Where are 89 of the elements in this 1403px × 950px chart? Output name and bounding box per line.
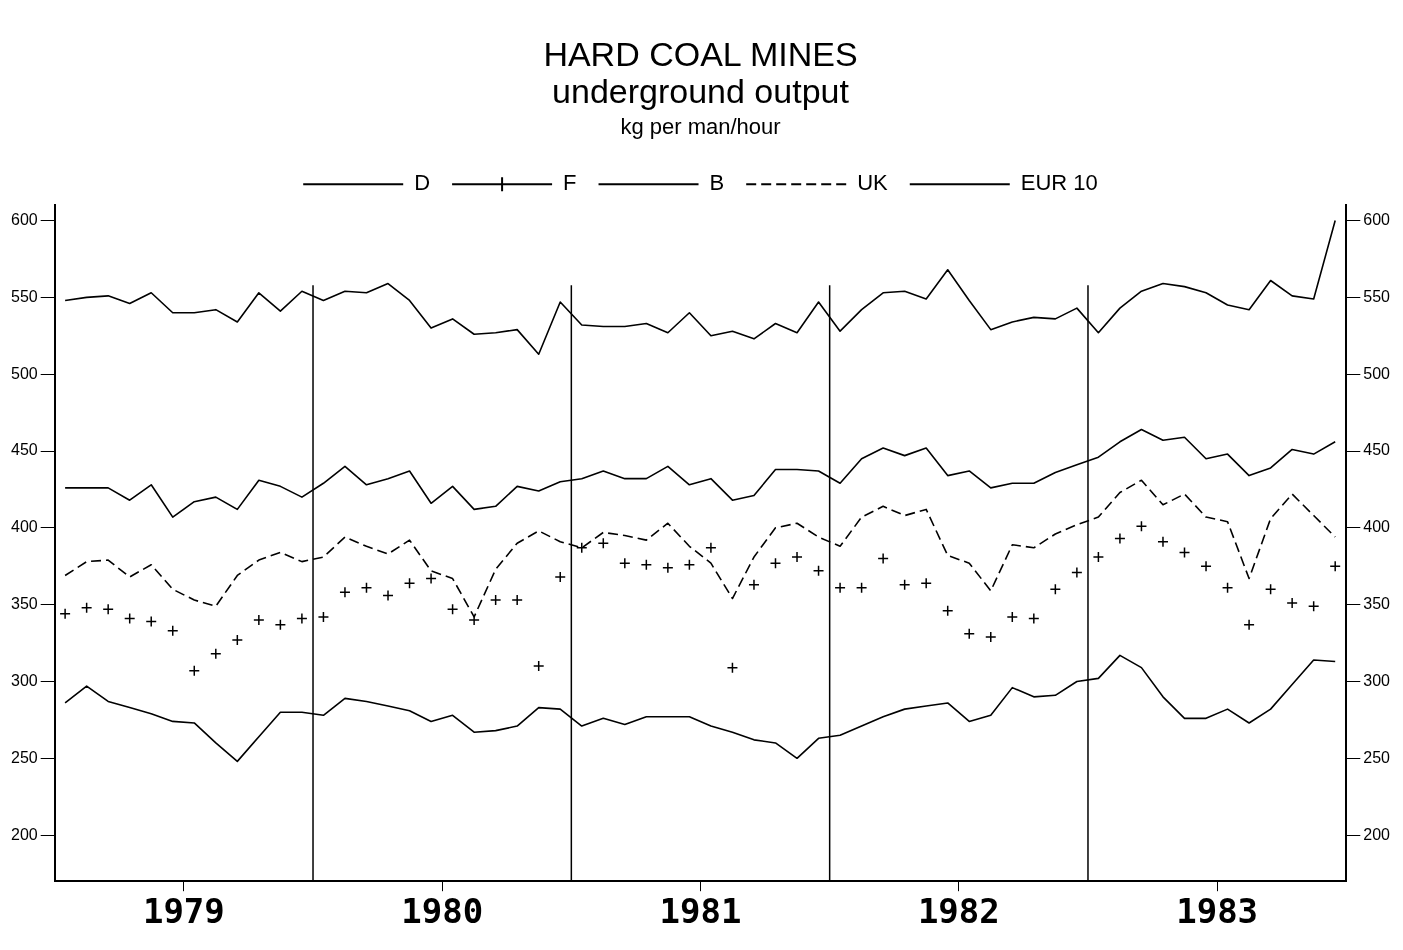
point (1135, 520, 1148, 533)
x-tick-label: 1979 (142, 891, 225, 932)
point (1307, 600, 1320, 612)
point (317, 611, 330, 623)
point (296, 612, 308, 625)
point (898, 578, 911, 591)
point (360, 582, 373, 594)
x-tick-label: 1981 (659, 891, 742, 932)
point (1286, 597, 1298, 609)
point (1028, 612, 1040, 625)
point (1071, 566, 1083, 579)
point (705, 542, 717, 554)
point (446, 603, 459, 616)
y2-tick-label: 250 (1363, 748, 1391, 766)
point (253, 614, 265, 626)
y2-tick-label: 350 (1363, 595, 1391, 613)
legend-label: EUR 10 (1020, 170, 1098, 196)
point (769, 557, 782, 569)
point (1243, 618, 1255, 631)
chart-subtitle: kg per man/hour (620, 114, 781, 140)
point (1221, 582, 1234, 594)
point (920, 577, 932, 589)
point (662, 562, 674, 574)
point (425, 572, 437, 585)
point (511, 594, 523, 606)
legend-label: UK (857, 170, 889, 196)
y2-tick-label: 400 (1363, 518, 1391, 536)
point (576, 542, 588, 554)
point (123, 612, 136, 625)
y-tick-label: 250 (10, 748, 38, 766)
point (532, 660, 545, 672)
point (640, 558, 653, 571)
point (1049, 583, 1062, 596)
point (597, 537, 610, 549)
point (1200, 560, 1212, 572)
y2-tick-label: 200 (1363, 825, 1391, 843)
chart-title: HARD COAL MINES underground output (543, 35, 858, 111)
y-tick-label: 450 (10, 441, 38, 459)
point (382, 589, 394, 602)
point (1006, 611, 1019, 623)
point (339, 586, 351, 599)
legend-label: D (414, 170, 431, 196)
x-tick-label: 1982 (917, 891, 1000, 932)
y2-tick-label: 500 (1363, 364, 1391, 382)
y-tick-label: 350 (10, 595, 38, 613)
point (791, 551, 803, 563)
legend-label: B (709, 170, 725, 196)
point (167, 625, 179, 637)
point (274, 618, 287, 631)
y-tick-label: 400 (10, 518, 38, 536)
y2-tick-label: 550 (1363, 287, 1391, 305)
point (985, 631, 997, 643)
point (619, 557, 631, 569)
y2-tick-label: 600 (1363, 210, 1391, 228)
y2-tick-label: 300 (1363, 671, 1391, 689)
point (1092, 551, 1105, 563)
point (102, 603, 114, 616)
point (963, 628, 975, 640)
point (1114, 532, 1126, 545)
point (1157, 535, 1169, 548)
point (489, 594, 502, 606)
point (877, 552, 889, 565)
point (188, 664, 201, 677)
y2-tick-label: 450 (1363, 441, 1391, 459)
x-tick-label: 1983 (1176, 891, 1259, 932)
point (834, 582, 846, 594)
point (941, 605, 954, 617)
point (1178, 546, 1191, 559)
point (554, 571, 566, 583)
point (1264, 583, 1277, 596)
point (683, 558, 696, 571)
point (726, 661, 739, 674)
y-tick-label: 300 (10, 671, 38, 689)
y-tick-label: 500 (10, 364, 38, 382)
y-tick-label: 600 (10, 210, 38, 228)
point (855, 582, 868, 594)
point (80, 601, 93, 614)
point (748, 578, 760, 591)
point (812, 565, 825, 577)
x-tick-label: 1980 (401, 891, 484, 932)
point (231, 634, 244, 646)
legend-label: F (563, 170, 577, 196)
y-tick-label: 550 (10, 287, 38, 305)
point (59, 608, 71, 620)
point (210, 648, 222, 660)
y-tick-label: 200 (10, 825, 38, 843)
point (403, 577, 416, 589)
point (1329, 560, 1341, 572)
point (145, 615, 157, 628)
